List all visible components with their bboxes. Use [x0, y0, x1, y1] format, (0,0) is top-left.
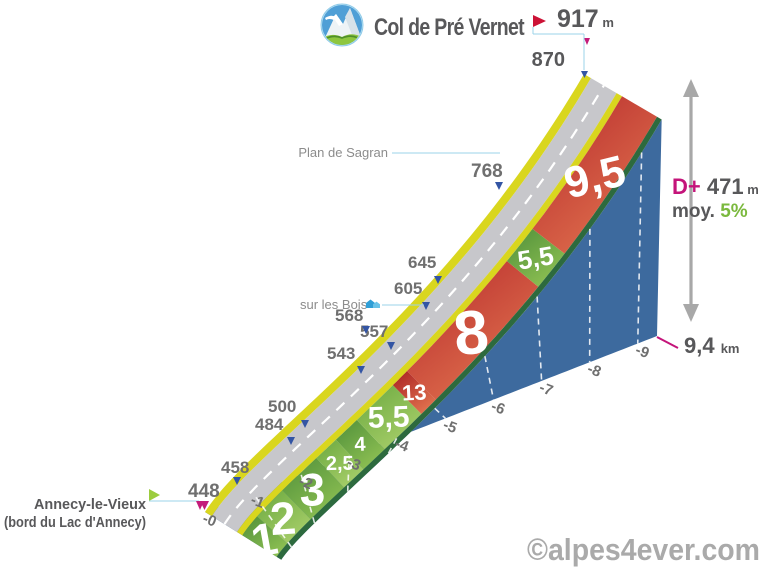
svg-text:870: 870 [532, 49, 565, 71]
svg-text:500: 500 [268, 397, 296, 416]
svg-text:543: 543 [327, 344, 355, 363]
svg-text:©alpes4ever.com: ©alpes4ever.com [527, 532, 760, 567]
svg-text:645: 645 [408, 253, 436, 272]
svg-text:sur les Bois: sur les Bois [300, 297, 368, 312]
svg-text:557: 557 [360, 322, 388, 341]
svg-text:4: 4 [354, 434, 366, 456]
svg-text:moy. 5%: moy. 5% [672, 201, 748, 222]
svg-text:8: 8 [451, 297, 492, 369]
svg-text:458: 458 [221, 458, 249, 477]
svg-text:768: 768 [471, 161, 503, 182]
svg-text:605: 605 [394, 279, 422, 298]
svg-text:13: 13 [401, 379, 427, 405]
svg-text:Annecy-le-Vieux: Annecy-le-Vieux [34, 496, 147, 513]
svg-text:5,5: 5,5 [367, 400, 410, 434]
svg-text:2: 2 [269, 491, 298, 545]
svg-text:5,5: 5,5 [515, 240, 556, 276]
svg-text:Col de Pré Vernet: Col de Pré Vernet [374, 14, 525, 41]
svg-text:Plan de Sagran: Plan de Sagran [298, 145, 388, 160]
svg-text:448: 448 [188, 481, 220, 502]
svg-text:484: 484 [255, 415, 284, 434]
svg-text:(bord du Lac d'Annecy): (bord du Lac d'Annecy) [4, 514, 146, 531]
